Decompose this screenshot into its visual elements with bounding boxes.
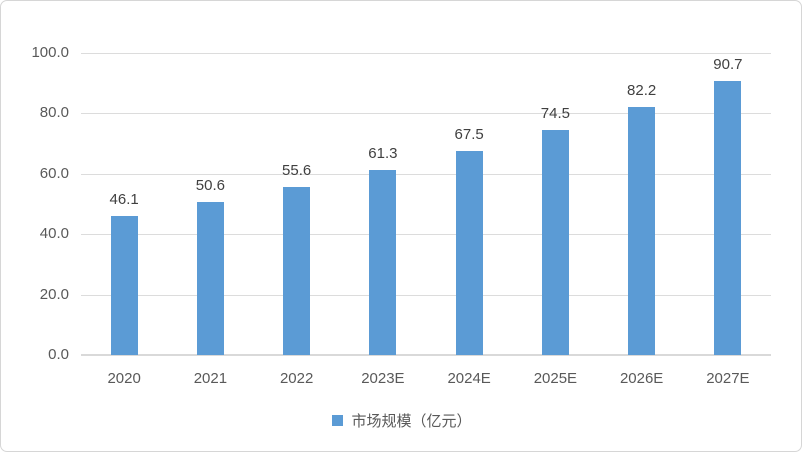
data-label-2021: 50.6 — [195, 177, 225, 195]
y-tick-label: 80.0 — [39, 104, 69, 122]
gridline — [81, 113, 771, 115]
data-label-2020: 46.1 — [109, 190, 139, 208]
x-tick-label-2023E: 2023E — [361, 370, 405, 387]
gridline — [81, 234, 771, 236]
bar-2020 — [110, 215, 138, 355]
x-axis-line — [81, 354, 771, 356]
gridline — [81, 294, 771, 296]
y-tick-label: 60.0 — [39, 164, 69, 182]
legend: 市场规模（亿元） — [1, 408, 801, 432]
x-tick-label-2025E: 2025E — [533, 370, 578, 387]
data-label-2024E: 67.5 — [454, 126, 484, 144]
data-label-2023E: 61.3 — [368, 144, 398, 162]
bar-2024E — [455, 151, 483, 355]
y-tick-label: 20.0 — [39, 285, 69, 303]
y-tick-label: 0.0 — [48, 346, 69, 363]
y-tick-label: 100.0 — [31, 44, 69, 61]
x-tick-label-2021: 2021 — [193, 370, 228, 387]
gridline — [81, 53, 771, 54]
bar-2022 — [283, 187, 311, 355]
x-tick-label-2027E: 2027E — [706, 370, 750, 387]
bar-2027E — [714, 81, 742, 355]
data-label-2022: 55.6 — [282, 162, 312, 180]
x-tick-label-2020: 2020 — [107, 370, 141, 387]
bar-2025E — [541, 130, 569, 355]
y-tick-label: 40.0 — [39, 225, 69, 243]
bar-2026E — [628, 106, 656, 355]
data-label-2026E: 82.2 — [627, 81, 657, 99]
legend-label: 市场规模（亿元） — [351, 412, 472, 430]
bar-2021 — [196, 202, 224, 355]
gridline — [81, 173, 771, 175]
legend-swatch-icon — [332, 414, 344, 426]
bar-2023E — [369, 169, 397, 355]
x-tick-label-2022: 2022 — [279, 370, 314, 387]
x-tick-label-2024E: 2024E — [447, 370, 491, 387]
x-tick-label-2026E: 2026E — [619, 370, 664, 387]
data-label-2025E: 74.5 — [540, 105, 570, 122]
data-label-2027E: 90.7 — [713, 56, 743, 74]
